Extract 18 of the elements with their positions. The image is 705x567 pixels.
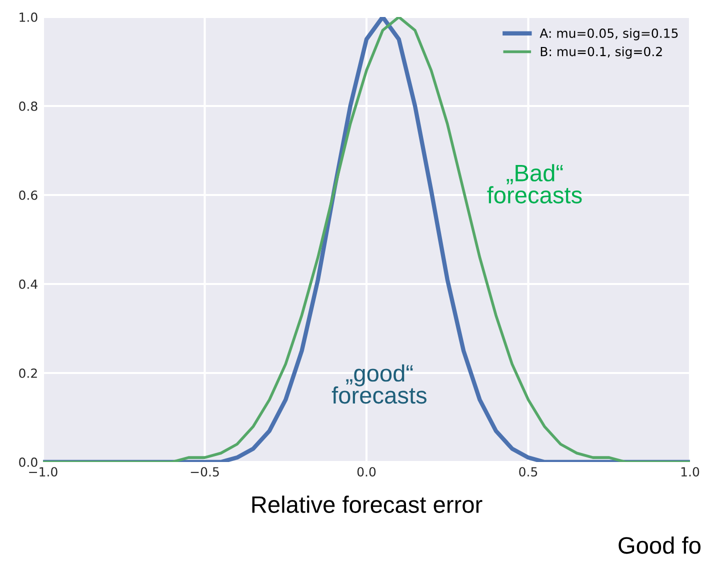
annotation: „good“ forecasts bbox=[332, 364, 426, 404]
legend-label: B: mu=0.1, sig=0.2 bbox=[540, 46, 662, 59]
y-tick-label: 1.0 bbox=[20, 12, 38, 22]
x-tick-label: 1.0 bbox=[681, 467, 700, 477]
x-tick-label: −1.0 bbox=[29, 467, 58, 477]
y-tick-label: 0.2 bbox=[19, 368, 37, 378]
y-tick-label: 0.8 bbox=[19, 101, 38, 111]
y-tick-label: 0.6 bbox=[19, 190, 38, 200]
x-tick-label: −0.5 bbox=[190, 467, 219, 477]
x-tick-label: 0.0 bbox=[357, 467, 376, 477]
x-axis-title: Relative forecast error bbox=[252, 496, 482, 513]
text: Good fo bbox=[618, 536, 700, 554]
x-tick-label: 0.5 bbox=[519, 467, 538, 477]
annotation: „Bad“ forecasts bbox=[487, 164, 582, 204]
y-tick-label: 0.4 bbox=[19, 279, 38, 289]
line-series bbox=[43, 17, 690, 462]
y-tick-label: 0.0 bbox=[19, 457, 38, 467]
legend-label: A: mu=0.05, sig=0.15 bbox=[540, 28, 678, 40]
